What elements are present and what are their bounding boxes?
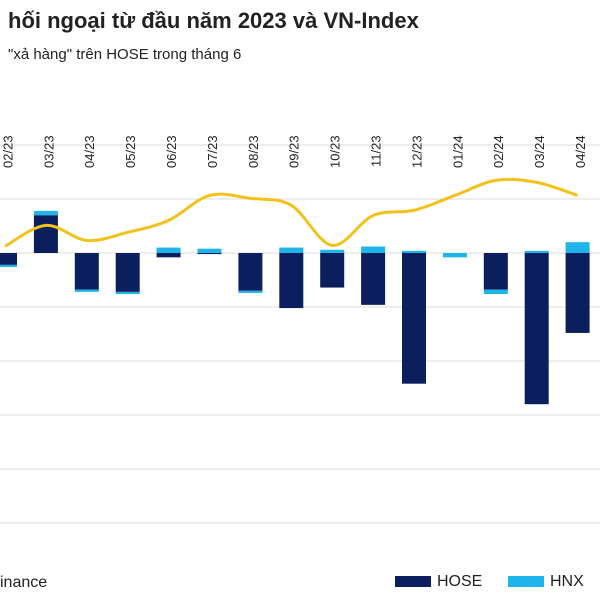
legend-swatch (508, 576, 544, 587)
bar (320, 253, 345, 288)
chart-title: hối ngoại từ đầu năm 2023 và VN-Index (8, 8, 420, 33)
bar (524, 253, 549, 405)
legend-swatch (395, 576, 431, 587)
source: inance (0, 574, 47, 591)
chart-subtitle: "xả hàng" trên HOSE trong tháng 6 (8, 46, 241, 63)
bar (0, 264, 17, 268)
bar (402, 250, 426, 253)
bar (279, 253, 304, 309)
bar (74, 289, 99, 292)
bar (442, 253, 467, 258)
bar (524, 250, 549, 253)
bar (115, 253, 140, 292)
x-tick-label: 03/24 (532, 135, 547, 168)
x-tick-label: 02/23 (0, 135, 15, 168)
bar (361, 246, 386, 253)
bar (483, 289, 508, 295)
x-tick-label: 02/24 (491, 135, 506, 168)
bar (33, 215, 58, 253)
bar (115, 291, 140, 295)
x-tick-label: 04/24 (573, 135, 588, 168)
bar (565, 242, 590, 253)
bar (74, 253, 99, 290)
bar (402, 253, 426, 384)
bar (361, 253, 386, 305)
x-tick-label: 11/23 (369, 135, 384, 167)
x-tick-label: 08/23 (246, 135, 261, 168)
x-tick-label: 06/23 (164, 135, 179, 168)
bar (156, 253, 181, 258)
bar (238, 290, 263, 293)
bar (156, 247, 181, 253)
x-tick-label: 12/23 (409, 135, 424, 168)
x-tick-label: 04/23 (82, 135, 97, 168)
legend-label: HNX (550, 573, 584, 590)
bar (565, 253, 590, 333)
legend-label: HOSE (437, 573, 482, 590)
x-tick-label: 09/23 (287, 135, 302, 168)
bar (320, 249, 345, 253)
x-tick-label: 03/23 (41, 135, 56, 168)
x-tick-label: 10/23 (328, 135, 343, 168)
bar (279, 247, 304, 253)
bar (483, 253, 508, 290)
bar (33, 210, 58, 216)
vn-index-line (4, 177, 579, 248)
bar (197, 253, 222, 255)
bar (0, 253, 17, 265)
x-tick-label: 07/23 (205, 135, 220, 168)
x-tick-label: 01/24 (450, 135, 465, 168)
x-tick-label: 05/23 (123, 135, 138, 168)
bar (197, 248, 222, 253)
bar (238, 253, 263, 291)
